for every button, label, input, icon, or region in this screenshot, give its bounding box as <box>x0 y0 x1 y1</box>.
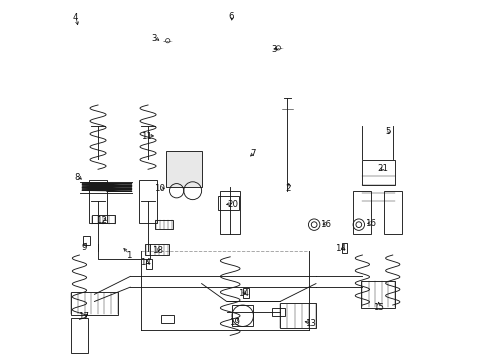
Text: 21: 21 <box>376 164 387 173</box>
Bar <box>231 305 253 327</box>
Text: 7: 7 <box>250 149 256 158</box>
Text: 17: 17 <box>78 312 89 321</box>
Text: 1: 1 <box>125 251 131 260</box>
Text: 9: 9 <box>81 243 86 252</box>
Text: 13: 13 <box>305 319 315 328</box>
Bar <box>70 318 88 353</box>
Text: 19: 19 <box>228 318 239 327</box>
Bar <box>362 160 394 185</box>
Bar <box>165 152 201 187</box>
Text: 6: 6 <box>228 12 234 21</box>
Bar <box>243 288 248 297</box>
Text: 3: 3 <box>270 45 276 54</box>
Bar <box>361 281 395 308</box>
Text: 4: 4 <box>72 13 78 22</box>
Bar <box>161 315 174 323</box>
Text: 14: 14 <box>140 258 150 267</box>
Text: 20: 20 <box>227 200 238 209</box>
Bar <box>280 303 315 328</box>
Text: 5: 5 <box>385 127 390 136</box>
Bar <box>217 196 239 210</box>
Bar <box>383 191 401 234</box>
Bar <box>92 215 115 223</box>
Text: 14: 14 <box>335 244 346 253</box>
Text: 8: 8 <box>74 173 80 182</box>
Text: 10: 10 <box>154 184 164 193</box>
Bar <box>83 236 90 245</box>
Bar <box>71 292 118 315</box>
Bar <box>271 308 285 316</box>
Text: 18: 18 <box>152 246 163 255</box>
Text: 11: 11 <box>141 132 152 141</box>
Text: 3: 3 <box>151 35 157 44</box>
Bar <box>146 259 152 269</box>
Text: 14: 14 <box>238 289 248 298</box>
Bar <box>145 244 168 255</box>
Bar <box>155 220 173 229</box>
Bar <box>341 243 346 253</box>
Bar <box>139 180 157 223</box>
Text: 12: 12 <box>96 216 107 225</box>
Bar <box>353 191 370 234</box>
Bar <box>220 191 240 234</box>
Text: 15: 15 <box>372 303 383 312</box>
Bar <box>89 180 107 223</box>
Text: 16: 16 <box>320 220 331 229</box>
Text: 2: 2 <box>285 184 290 193</box>
Text: 16: 16 <box>364 220 375 229</box>
